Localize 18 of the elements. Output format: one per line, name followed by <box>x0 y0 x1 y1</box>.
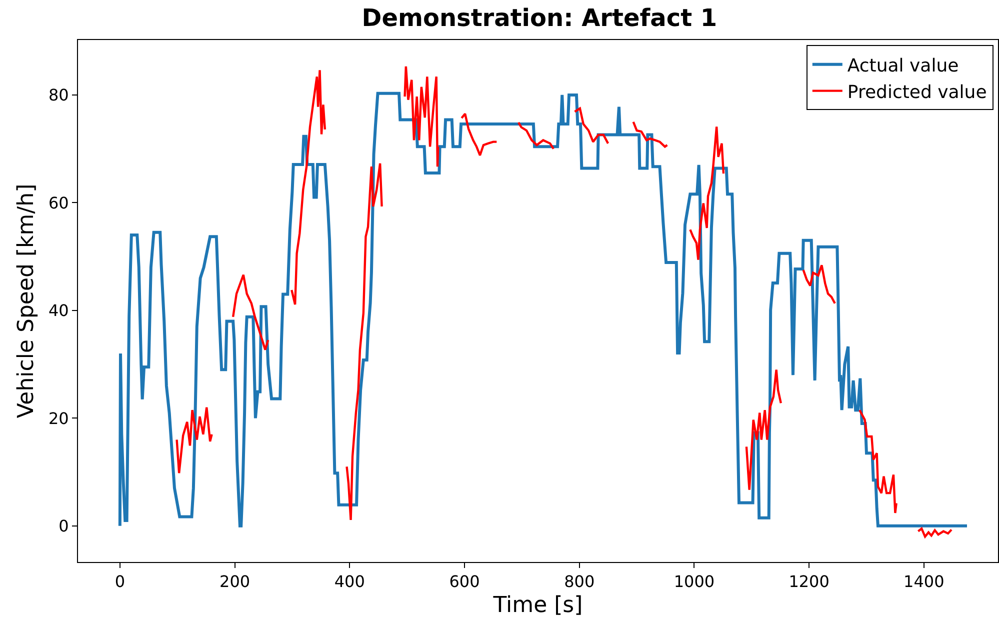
x-tick-label: 1400 <box>904 572 944 592</box>
y-axis-title: Vehicle Speed [km/h] <box>14 184 40 418</box>
x-tick-label: 0 <box>114 572 126 592</box>
x-axis-title: Time [s] <box>492 593 583 618</box>
x-tick-label: 600 <box>449 572 480 592</box>
chart-title: Demonstration: Artefact 1 <box>362 4 718 32</box>
y-tick-label: 0 <box>58 516 69 536</box>
y-tick-label: 80 <box>48 86 69 105</box>
y-tick-label: 60 <box>48 193 69 212</box>
x-tick-label: 1000 <box>674 572 715 592</box>
x-tick-label: 200 <box>220 572 250 592</box>
legend-label: Predicted value <box>847 82 987 103</box>
x-tick-label: 1200 <box>788 572 830 592</box>
x-tick-label: 400 <box>334 572 365 592</box>
y-tick-label: 40 <box>48 301 69 320</box>
x-tick-label: 800 <box>564 572 595 592</box>
legend-label: Actual value <box>847 55 959 76</box>
y-tick-label: 20 <box>48 408 69 428</box>
